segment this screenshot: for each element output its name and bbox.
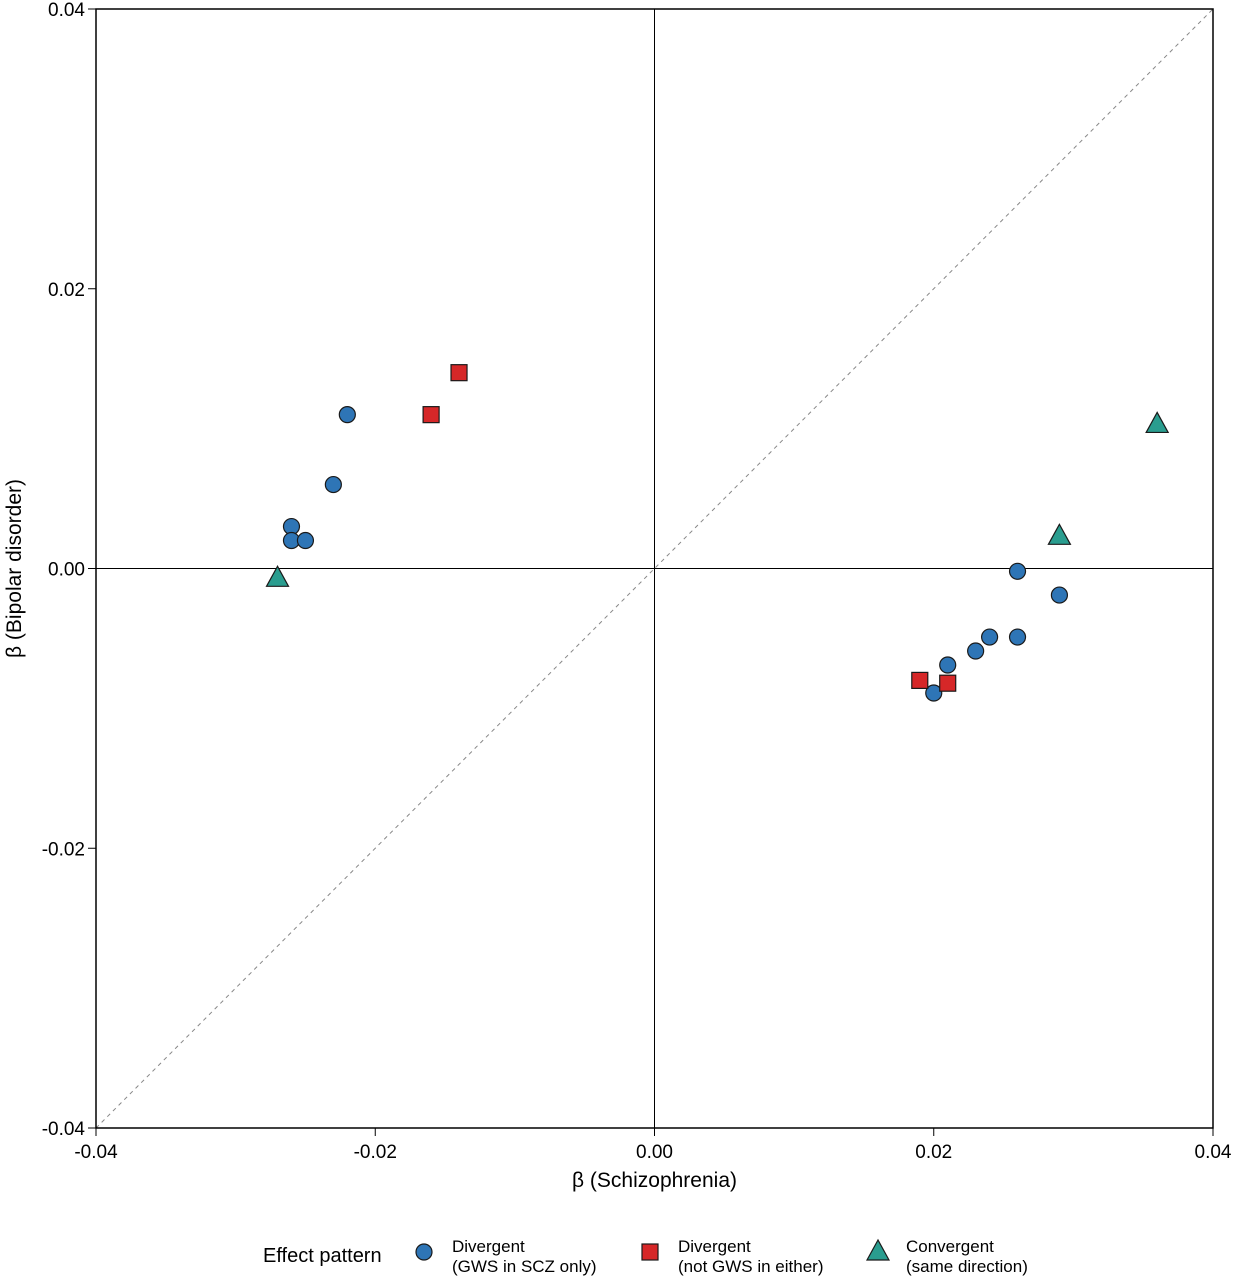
legend-title: Effect pattern: [263, 1245, 382, 1267]
data-point-circle: [1050, 586, 1069, 604]
data-point-square: [911, 671, 929, 690]
axes: -0.04 -0.02 0.00 0.02 0.04 -0.04 -0.02 0.00 0.02…: [42, 0, 1232, 1163]
legend-item-divergent-scz: Divergent (GWS in SCZ only): [415, 1237, 597, 1276]
y-axis-title: β (Bipolar disorder): [3, 479, 26, 658]
y-tick-label: 0.04: [48, 0, 85, 21]
legend-key-circle: [415, 1243, 433, 1261]
data-point-triangle: [1145, 411, 1170, 434]
data-points: [265, 364, 1170, 702]
legend: Effect pattern Divergent (GWS in SCZ onl…: [263, 1237, 1028, 1276]
y-tick-label: -0.04: [42, 1119, 86, 1140]
y-tick-label: 0.00: [48, 560, 85, 581]
x-axis-title: β (Schizophrenia): [572, 1169, 737, 1192]
data-point-circle: [296, 531, 315, 550]
legend-label-line1: Divergent: [452, 1237, 525, 1256]
data-point-circle: [1008, 628, 1027, 646]
x-tick-label: 0.02: [915, 1142, 952, 1163]
x-tick-label: -0.02: [354, 1142, 397, 1163]
data-point-triangle: [1047, 523, 1072, 545]
data-point-circle: [324, 475, 342, 494]
x-tick-label: 0.00: [636, 1142, 673, 1163]
data-point-circle: [939, 656, 957, 674]
x-tick-label: -0.04: [74, 1142, 118, 1163]
legend-label-line1: Convergent: [906, 1237, 994, 1256]
legend-key-triangle: [865, 1238, 891, 1261]
legend-key-square: [641, 1243, 659, 1261]
legend-label-line2: (same direction): [906, 1257, 1028, 1276]
y-tick-label: -0.02: [42, 839, 85, 860]
legend-item-convergent: Convergent (same direction): [865, 1237, 1028, 1276]
legend-label-line1: Divergent: [678, 1237, 751, 1256]
data-point-square: [422, 406, 440, 424]
data-point-circle: [925, 684, 943, 702]
data-point-triangle: [265, 565, 290, 587]
legend-label-line2: (GWS in SCZ only): [452, 1257, 597, 1276]
legend-item-divergent-neither: Divergent (not GWS in either): [641, 1237, 824, 1276]
x-tick-label: 0.04: [1195, 1142, 1232, 1163]
legend-label-line2: (not GWS in either): [678, 1257, 824, 1276]
data-point-square: [450, 364, 468, 382]
data-point-circle: [338, 406, 356, 424]
data-point-square: [939, 674, 957, 692]
plot-area: [95, 8, 1214, 1129]
data-point-circle: [980, 628, 999, 646]
data-point-circle: [1008, 562, 1027, 580]
data-point-circle: [967, 642, 985, 660]
y-tick-label: 0.02: [48, 280, 85, 301]
